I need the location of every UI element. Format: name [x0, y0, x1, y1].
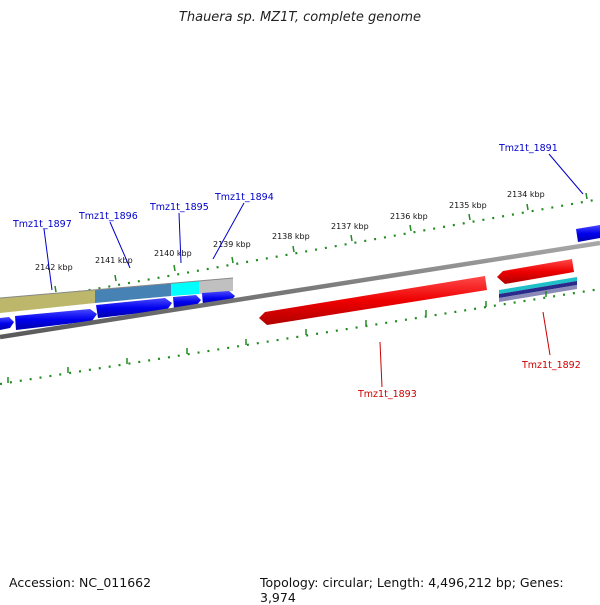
reverse-gene-tmz1t-1892 [497, 259, 574, 284]
forward-gene-right [576, 225, 600, 242]
ruler-labels: 2142 kbp 2141 kbp 2140 kbp 2139 kbp 2138… [35, 190, 545, 272]
cog-track [0, 277, 234, 313]
track-band-navy [499, 281, 577, 298]
forward-genes [0, 225, 600, 330]
forward-gene-3 [96, 298, 172, 318]
forward-gene-2 [15, 309, 97, 330]
leader-tmz1t-1891 [548, 153, 584, 195]
leader-tmz1t-1893 [379, 341, 383, 388]
reverse-genes [259, 259, 574, 325]
accession-text: Accession: NC_011662 [9, 575, 152, 590]
ruler-tick [54, 285, 57, 293]
leader-tmz1t-1892 [542, 311, 551, 356]
ruler-label-2138: 2138 kbp [272, 232, 310, 241]
cog-track-edge [0, 277, 234, 299]
gene-label-tmz1t-1897[interactable]: Tmz1t_1897 [12, 219, 72, 230]
ruler-label-2134: 2134 kbp [507, 190, 545, 199]
leader-tmz1t-1894 [212, 202, 245, 260]
ruler-tick [350, 234, 353, 242]
ruler-label-2140: 2140 kbp [154, 249, 192, 258]
gene-label-tmz1t-1892[interactable]: Tmz1t_1892 [521, 360, 581, 371]
ruler-tick [468, 213, 471, 221]
gene-label-tmz1t-1896[interactable]: Tmz1t_1896 [78, 211, 138, 222]
forward-gene-1 [0, 317, 14, 330]
ruler-label-2137: 2137 kbp [331, 222, 369, 231]
gene-label-tmz1t-1895[interactable]: Tmz1t_1895 [149, 202, 209, 213]
cog-segment-olive [0, 290, 95, 313]
gene-label-tmz1t-1893[interactable]: Tmz1t_1893 [357, 389, 417, 400]
ruler-tick [114, 274, 117, 282]
cog-segment-cyan [171, 281, 199, 296]
ruler-tick [409, 224, 412, 232]
label-leaders [43, 153, 584, 388]
outer-ruler-dots [0, 197, 600, 308]
inner-ruler-dots [0, 287, 600, 386]
tmz1t-1892-track [499, 277, 577, 302]
reverse-gene-tmz1t-1893 [259, 276, 487, 325]
ruler-label-2139: 2139 kbp [213, 240, 251, 249]
leader-tmz1t-1897 [43, 228, 53, 291]
inner-ruler-ticks [7, 291, 547, 383]
outer-ruler [0, 192, 600, 308]
leader-tmz1t-1895 [178, 212, 182, 264]
ruler-label-2135: 2135 kbp [449, 201, 487, 210]
gene-label-tmz1t-1894[interactable]: Tmz1t_1894 [214, 192, 274, 203]
gene-labels: Tmz1t_1897 Tmz1t_1896 Tmz1t_1895 Tmz1t_1… [12, 143, 581, 400]
ruler-tick [231, 256, 234, 264]
ruler-label-2141: 2141 kbp [95, 256, 133, 265]
genome-backbone [0, 240, 600, 340]
genome-summary-text: Topology: circular; Length: 4,496,212 bp… [260, 575, 564, 605]
ruler-tick [292, 245, 295, 253]
track-band-lavender [499, 285, 577, 302]
map-title: Thauera sp. MZ1T, complete genome [178, 10, 422, 25]
ruler-tick [526, 203, 529, 211]
inner-ruler [0, 287, 600, 386]
gene-label-tmz1t-1891[interactable]: Tmz1t_1891 [498, 143, 558, 154]
ruler-label-2136: 2136 kbp [390, 212, 428, 221]
ruler-tick [585, 192, 588, 200]
outer-ruler-ticks [54, 192, 588, 293]
leader-tmz1t-1896 [109, 221, 131, 269]
ruler-label-2142: 2142 kbp [35, 263, 73, 272]
cog-segment-silver [199, 278, 233, 294]
ruler-tick [173, 264, 176, 272]
cog-segment-steelblue [95, 283, 171, 303]
track-band-cyan [499, 277, 577, 294]
